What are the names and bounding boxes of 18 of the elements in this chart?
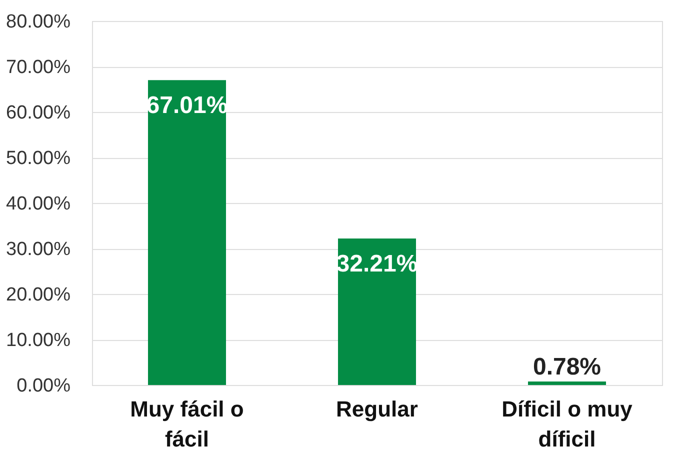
x-tick-label: Regular: [336, 396, 418, 422]
data-label: 32.21%: [336, 250, 418, 278]
x-tick-label: Muy fácil o fácil: [130, 396, 244, 452]
y-tick-label: 10.00%: [6, 330, 71, 351]
bar: [528, 381, 606, 385]
data-label: 67.01%: [146, 92, 228, 120]
data-label: 0.78%: [532, 353, 602, 380]
y-tick-label: 40.00%: [6, 194, 71, 214]
y-tick-label: 20.00%: [6, 284, 71, 306]
y-tick-label: 80.00%: [6, 12, 71, 32]
y-tick-label: 0.00%: [16, 376, 71, 396]
y-tick-label: 30.00%: [6, 239, 71, 260]
bar: [338, 238, 416, 385]
x-tick-label: Díficil o muy díficil: [502, 396, 634, 452]
y-tick-label: 60.00%: [6, 102, 71, 124]
y-tick-label: 50.00%: [6, 148, 71, 169]
bar: [148, 80, 226, 385]
y-tick-label: 70.00%: [6, 57, 71, 78]
